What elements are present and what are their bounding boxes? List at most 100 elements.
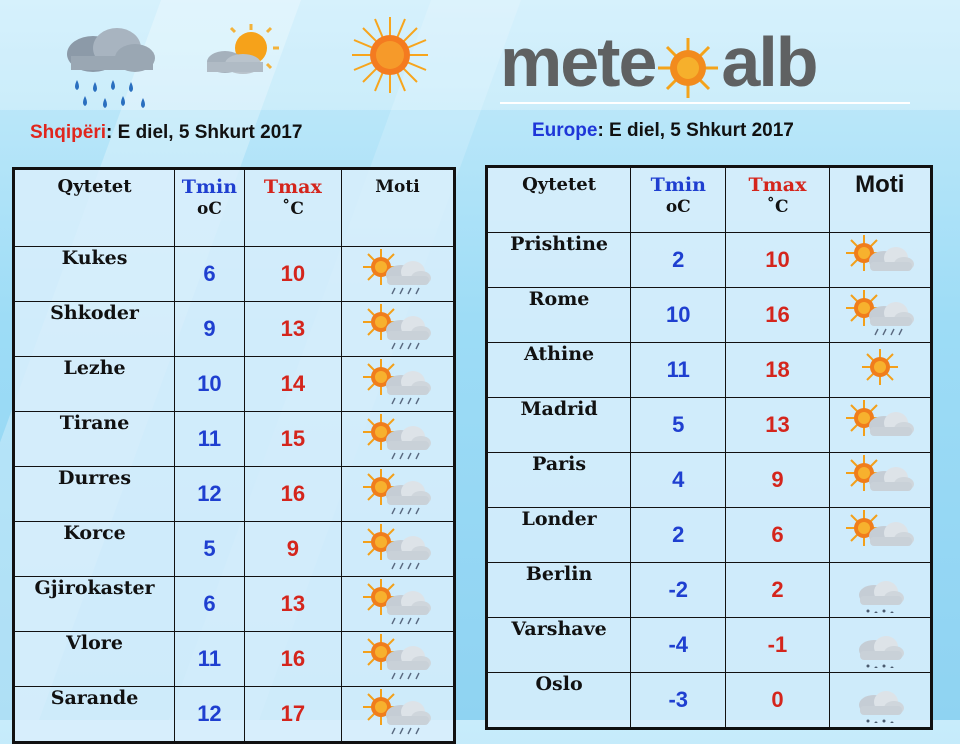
sun-cloud-rain-icon [361,359,433,411]
tmin-cell: 6 [174,576,245,632]
weather-cell [340,356,456,412]
tmin-cell: 12 [174,686,245,743]
weather-cell [340,631,456,687]
city-cell: Berlin [485,562,632,618]
albania-date: : E diel, 5 Shkurt 2017 [106,122,303,143]
table-row: Durres 12 16 [12,466,456,522]
city-cell: Sarande [12,686,176,743]
tmin-cell: 11 [174,631,245,687]
tmax-cell: 14 [243,356,342,412]
tmax-cell: 9 [725,452,830,508]
table-row: Londer 2 6 [485,507,933,563]
tmin-cell: 4 [630,452,727,508]
table-header-row: Qytetet Tmin oC Tmax ˚C Moti [12,168,456,247]
tmin-unit-label: oC [197,199,222,219]
tmax-cell: 17 [243,686,342,743]
sun-cloud-rain-icon [361,304,433,356]
table-row: Vlore 11 16 [12,631,456,687]
tmin-cell: 10 [174,356,245,412]
column-header-tmin: Tmin oC [174,168,245,247]
sun-cloud-rain-icon [361,689,433,741]
column-header-tmin: Tmin oC [630,166,727,233]
weather-header-label: Moti [375,177,420,197]
weather-cell [340,411,456,467]
albania-forecast-table: Qytetet Tmin oC Tmax ˚C Moti Kukes 6 10 Shkod… [12,167,456,744]
city-cell: Kukes [12,246,176,302]
city-header-label: Qytetet [522,174,597,195]
background-band [0,0,960,110]
sun-cloud-rain-icon [361,414,433,466]
tmin-cell: -2 [630,562,727,618]
city-cell: Prishtine [485,232,632,288]
tmin-cell: 9 [174,301,245,357]
weather-cell [828,397,933,453]
snow-cloud-icon [844,581,916,617]
weather-cell [340,686,456,743]
city-cell: Oslo [485,672,632,729]
table-row: Berlin -2 2 [485,562,933,618]
logo-text-alb: alb [721,23,818,101]
table-row: Varshave -4 -1 [485,617,933,673]
tmax-cell: 15 [243,411,342,467]
city-cell: Vlore [12,631,176,687]
sun-cloud-rain-icon [361,579,433,631]
sun-icon [352,17,428,93]
sun-cloud-icon [207,24,279,74]
tmax-unit-label: ˚C [766,197,789,217]
snow-cloud-icon [844,691,916,727]
europe-date-line: Europe: E diel, 5 Shkurt 2017 [532,120,794,142]
weather-cell [340,301,456,357]
column-header-tmax: Tmax ˚C [725,166,830,233]
tmax-cell: 16 [243,631,342,687]
tmax-cell: 16 [243,466,342,522]
tmin-cell: 11 [630,342,727,398]
tmin-cell: 2 [630,507,727,563]
tmin-cell: 11 [174,411,245,467]
sun-cloud-rain-icon [361,469,433,521]
europe-forecast-table: Qytetet Tmin oC Tmax ˚C Moti Prishtine 2 10 R… [485,165,933,730]
table-row: Tirane 11 15 [12,411,456,467]
sun-cloud-icon [844,235,916,287]
city-cell: Korce [12,521,176,577]
table-row: Sarande 12 17 [12,686,456,743]
city-cell: Tirane [12,411,176,467]
table-row: Prishtine 2 10 [485,232,933,288]
weather-cell [340,576,456,632]
weather-cell [340,466,456,522]
logo-sun-icon [658,37,719,98]
city-cell: Athine [485,342,632,398]
weather-cell [340,521,456,577]
tmax-cell: 10 [243,246,342,302]
column-header-city: Qytetet [485,166,632,233]
weather-cell [828,232,933,288]
table-header-row: Qytetet Tmin oC Tmax ˚C Moti [485,166,933,233]
tmax-cell: 13 [243,576,342,632]
tmax-cell: 13 [243,301,342,357]
tmax-cell: 10 [725,232,830,288]
column-header-tmax: Tmax ˚C [243,168,342,247]
tmin-cell: 6 [174,246,245,302]
weather-cell [828,562,933,618]
snow-cloud-icon [844,636,916,672]
tmin-cell: 5 [174,521,245,577]
tmin-cell: 12 [174,466,245,522]
tmin-cell: -4 [630,617,727,673]
rain-cloud-icon [67,28,155,108]
sun-cloud-rain-icon [844,290,916,342]
tmax-unit-label: ˚C [281,199,304,219]
weather-cell [828,452,933,508]
table-row: Lezhe 10 14 [12,356,456,412]
europe-region-label: Europe [532,120,598,141]
sun-cloud-rain-icon [361,249,433,301]
weather-cell [828,507,933,563]
meteoalb-logo: mete alb [500,22,920,102]
tmin-header-label: Tmin [181,176,238,198]
table-row: Athine 11 18 [485,342,933,398]
table-row: Gjirokaster 6 13 [12,576,456,632]
weather-cell [828,672,933,729]
tmax-header-label: Tmax [748,174,807,196]
tmax-cell: 18 [725,342,830,398]
column-header-city: Qytetet [12,168,176,247]
table-row: Rome 10 16 [485,287,933,343]
albania-date-line: Shqipëri: E diel, 5 Shkurt 2017 [30,122,302,144]
